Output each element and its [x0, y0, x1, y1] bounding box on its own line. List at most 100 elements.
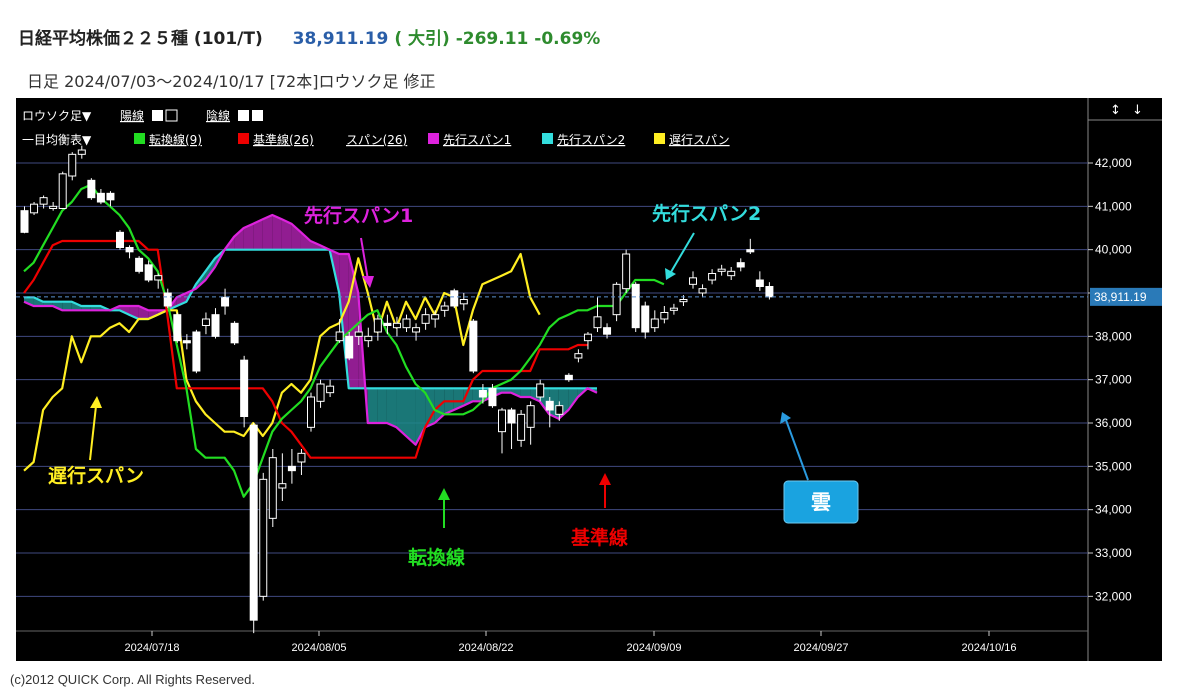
candle-down — [450, 290, 459, 307]
candle-up — [727, 270, 736, 277]
ytick-label: 42,000 — [1095, 156, 1132, 170]
period-info: 日足 2024/07/03〜2024/10/17 [72本]ロウソク足 修正 — [27, 72, 436, 91]
ichimoku-chart: 32,000 33,000 34,000 35,000 36,000 37,000 38,0… — [16, 98, 1162, 661]
price-status: ( 大引) — [394, 29, 450, 49]
candle-up — [316, 383, 325, 402]
candle-down — [641, 305, 650, 333]
candle-up — [612, 283, 621, 316]
candle-down — [135, 257, 144, 272]
ytick-label: 34,000 — [1095, 503, 1132, 517]
candle-up — [335, 331, 344, 342]
candle-up — [39, 197, 48, 205]
annotation-senkou1-arrowhead — [362, 276, 374, 288]
candle-down — [603, 327, 612, 335]
senkou1-line — [23, 213, 598, 446]
candle-up — [307, 396, 315, 428]
candle-down — [240, 359, 249, 417]
ytick-label: 32,000 — [1095, 589, 1132, 603]
candle-up — [698, 288, 707, 294]
ytick-label: 37,000 — [1095, 373, 1132, 387]
cloud-segment — [243, 223, 254, 250]
candle-up — [278, 483, 287, 489]
candle-up — [689, 277, 697, 285]
candle-up — [201, 318, 210, 326]
annotation-tenkan-arrowhead — [438, 488, 450, 500]
annotation-cloud-arrowhead — [780, 412, 791, 424]
annotation-senkou2-arrow — [670, 232, 695, 273]
ytick-label: 36,000 — [1095, 416, 1132, 430]
candle-up — [660, 312, 669, 320]
legend-chikou-label: 遅行スパン — [669, 133, 730, 147]
xtick-label: 2024/09/27 — [793, 642, 848, 654]
candle-up — [555, 405, 564, 415]
annotation-cloud-arrow — [785, 419, 809, 481]
candle-up — [49, 205, 58, 210]
candle-down — [173, 314, 182, 342]
scroll-down-icon[interactable]: ↓ — [1132, 103, 1143, 118]
ytick-label: 38,000 — [1095, 329, 1132, 343]
annotation-senkou2: 先行スパン2 — [652, 202, 761, 225]
candle-down — [125, 247, 134, 253]
copyright-text: (c)2012 QUICK Corp. All Rights Reserved. — [10, 672, 255, 687]
candle-up — [517, 413, 526, 441]
candle-up — [421, 314, 430, 324]
cloud-segment — [300, 232, 311, 250]
xtick-label: 2024/09/09 — [626, 642, 681, 654]
legend-ichimoku-label[interactable]: 一目均衡表▼ — [22, 133, 92, 147]
senkou2-line — [24, 248, 597, 390]
current-price-label: 38,911.19 — [1094, 290, 1147, 304]
candle-up — [440, 305, 449, 311]
cloud-segment — [377, 388, 387, 423]
candle-up — [326, 385, 335, 394]
candle-up — [679, 299, 688, 303]
annotation-chikou-arrowhead — [90, 396, 102, 408]
candle-up — [259, 478, 268, 597]
legend-tenkan-label: 転換線(9) — [149, 132, 202, 147]
candle-up — [498, 409, 506, 433]
legend-down-label: 陰線 — [206, 108, 230, 123]
cloud-segment — [253, 219, 263, 250]
annotation-senkou2-arrowhead — [665, 268, 676, 280]
cloud-segment — [406, 388, 416, 445]
annotation-cloud: 雲 — [811, 490, 831, 514]
legend-down-swatch-fill — [238, 110, 249, 121]
cloud-segment — [272, 215, 282, 250]
candle-down — [116, 231, 124, 248]
candle-up — [583, 333, 592, 342]
candle-up — [412, 327, 421, 333]
candle-down — [345, 335, 354, 359]
annotation-chikou-arrow — [89, 405, 97, 461]
candle-down — [765, 286, 774, 298]
last-price: 38,911.19 — [292, 29, 389, 49]
chart-header: 日経平均株価２２５種 (101/T) 38,911.19 ( 大引) -269.… — [18, 24, 600, 49]
annotation-kijun: 基準線 — [570, 526, 628, 549]
xtick-label: 2024/10/16 — [961, 642, 1016, 654]
ytick-label: 35,000 — [1095, 459, 1132, 473]
candle-down — [383, 322, 392, 326]
annotation-senkou1: 先行スパン1 — [304, 204, 413, 227]
xtick-label: 2024/08/05 — [291, 642, 346, 654]
candle-up — [392, 322, 401, 329]
legend-senkou1-label: 先行スパン1 — [443, 133, 511, 147]
tenkan-line — [23, 183, 665, 498]
candle-down — [230, 322, 239, 344]
candle-up — [536, 383, 545, 398]
legend-down-swatch-fill-2 — [252, 110, 263, 121]
candle-down — [488, 387, 497, 407]
legend-senkou2-label: 先行スパン2 — [557, 133, 625, 147]
legend-senkou2-swatch — [542, 133, 553, 144]
candle-up — [459, 299, 468, 305]
candle-down — [545, 400, 554, 411]
cloud-segment — [396, 388, 406, 436]
cloud-segment — [205, 258, 215, 280]
legend-candle-menu[interactable]: ロウソク足▼ — [22, 109, 92, 123]
candle-up — [58, 173, 67, 210]
legend-up-swatch-border — [165, 109, 178, 122]
legend-senkou1-swatch — [428, 133, 439, 144]
candle-down — [746, 249, 755, 253]
candle-down — [182, 340, 191, 344]
legend-kijun-swatch — [238, 133, 249, 144]
candle-up — [373, 318, 382, 333]
scroll-up-icon[interactable]: ↕ — [1110, 103, 1121, 118]
candle-up — [354, 331, 363, 337]
